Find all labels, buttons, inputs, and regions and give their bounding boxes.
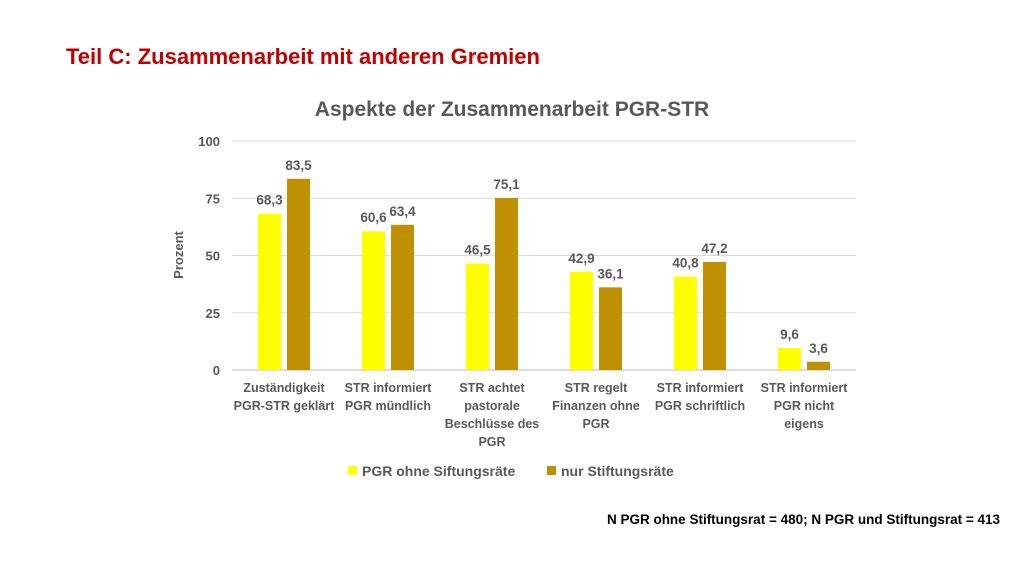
data-label: 3,6 xyxy=(809,341,828,356)
data-label: 83,5 xyxy=(285,158,312,173)
slide-title: Teil C: Zusammenarbeit mit anderen Gremi… xyxy=(66,44,540,69)
bar-nur-stiftungsraete xyxy=(287,178,310,370)
x-tick-label: Zuständigkeit PGR-STR geklärt xyxy=(234,381,336,413)
data-labels: 68,3 60,6 46,5 42,9 40,8 9,6 83,5 63,4 75,1 36,1 4… xyxy=(256,158,828,356)
data-label: 75,1 xyxy=(493,177,520,192)
y-tick-label: 75 xyxy=(206,191,220,206)
bars xyxy=(258,178,830,370)
sample-size-note: N PGR ohne Stiftungsrat = 480; N PGR und… xyxy=(606,512,1000,527)
data-label: 42,9 xyxy=(568,251,594,266)
data-label: 40,8 xyxy=(672,256,699,271)
y-tick-label: 50 xyxy=(206,249,220,264)
bar-nur-stiftungsraete xyxy=(391,224,414,370)
x-tick-labels: Zuständigkeit PGR-STR geklärt STR informie… xyxy=(234,381,849,449)
legend-swatch xyxy=(547,466,556,475)
x-tick-label: STR informiert PGR schriftlich xyxy=(655,381,745,413)
legend: PGR ohne Siftungsräte nur Stiftungsräte xyxy=(348,463,674,479)
data-label: 63,4 xyxy=(389,204,416,219)
y-tick-label: 25 xyxy=(206,306,220,321)
y-tick-label: 0 xyxy=(213,363,220,378)
data-label: 9,6 xyxy=(780,327,799,342)
data-label: 68,3 xyxy=(256,193,283,208)
bar-nur-stiftungsraete xyxy=(599,287,622,370)
bar-pgr-ohne xyxy=(466,263,489,370)
x-tick-label: STR regelt Finanzen ohne PGR xyxy=(552,381,640,431)
legend-label: PGR ohne Siftungsräte xyxy=(362,463,515,479)
legend-label: nur Stiftungsräte xyxy=(561,463,674,479)
bar-pgr-ohne xyxy=(778,348,801,370)
y-tick-labels: 0 25 50 75 100 xyxy=(198,134,220,378)
bar-nur-stiftungsraete xyxy=(807,361,830,370)
grid-lines xyxy=(232,140,856,371)
chart-title: Aspekte der Zusammenarbeit PGR-STR xyxy=(315,98,709,121)
legend-swatch xyxy=(348,466,357,475)
y-tick-label: 100 xyxy=(198,134,220,149)
bar-pgr-ohne xyxy=(570,271,593,370)
y-axis-label: Prozent xyxy=(171,230,186,278)
bar-nur-stiftungsraete xyxy=(495,198,518,370)
bar-pgr-ohne xyxy=(362,231,385,370)
bar-pgr-ohne xyxy=(258,213,281,370)
data-label: 36,1 xyxy=(597,266,624,281)
x-tick-label: STR informiert PGR mündlich xyxy=(345,381,433,413)
data-label: 60,6 xyxy=(360,210,387,225)
bar-nur-stiftungsraete xyxy=(703,261,726,370)
bar-pgr-ohne xyxy=(674,276,697,370)
data-label: 47,2 xyxy=(701,241,727,256)
data-label: 46,5 xyxy=(464,243,491,258)
x-tick-label: STR informiert PGR nicht eigens xyxy=(761,381,849,431)
x-tick-label: STR achtet pastorale Beschlüsse des PGR xyxy=(445,381,540,449)
